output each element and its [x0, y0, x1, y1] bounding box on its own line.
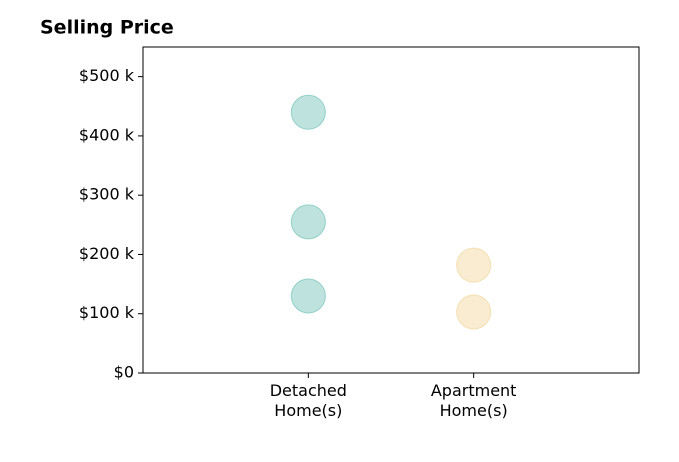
chart-title: Selling Price [40, 17, 174, 39]
y-tick-label: $100 k [79, 303, 135, 322]
point [290, 204, 326, 240]
point [290, 278, 326, 314]
y-tick-label: $500 k [79, 66, 135, 85]
point [456, 294, 492, 330]
y-tick-label: $400 k [79, 125, 135, 144]
y-tick-label: $300 k [79, 185, 135, 204]
x-tick-label: Detached Home(s) [269, 381, 347, 420]
y-tick-label: $200 k [79, 244, 135, 263]
y-tick-label: $0 [114, 363, 134, 382]
x-tick-label: Apartment Home(s) [430, 381, 517, 420]
point [290, 94, 326, 130]
plot-frame [142, 46, 640, 374]
point [456, 247, 492, 283]
